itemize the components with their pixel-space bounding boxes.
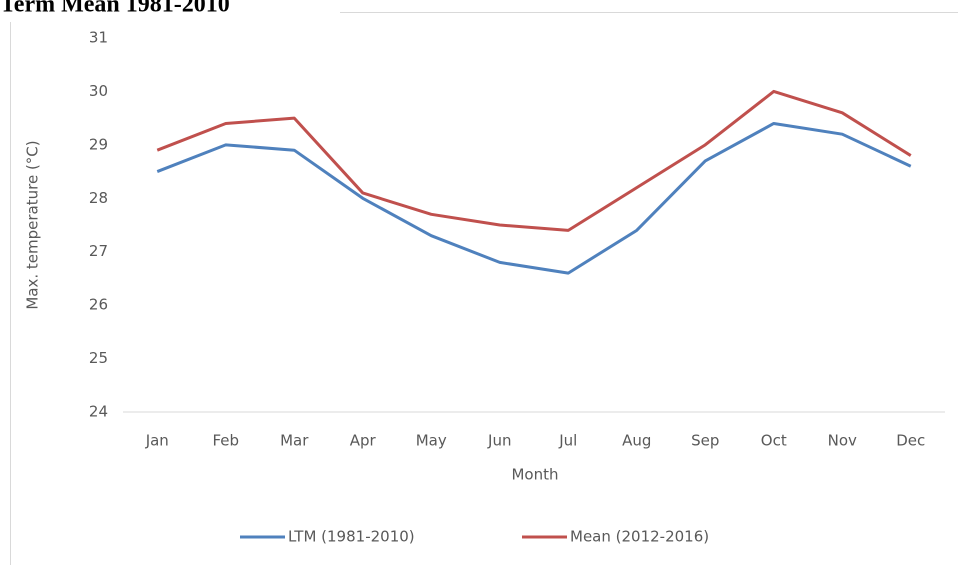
y-tick-label: 25 <box>89 349 108 367</box>
legend-label: Mean (2012-2016) <box>570 528 709 546</box>
x-tick-label: Aug <box>622 432 651 450</box>
x-tick-label: Feb <box>212 432 239 450</box>
x-tick-label: Oct <box>761 432 787 450</box>
chart-frame <box>10 12 958 565</box>
y-tick-label: 31 <box>89 29 108 47</box>
y-axis-label: Max. temperature (°C) <box>24 140 42 309</box>
chart-title: Term Mean 1981-2010 <box>0 0 230 18</box>
y-tick-label: 30 <box>89 82 108 100</box>
title-backdrop <box>0 0 340 22</box>
legend-label: LTM (1981-2010) <box>288 528 415 546</box>
x-tick-label: Mar <box>280 432 309 450</box>
x-tick-label: Jun <box>487 432 511 450</box>
x-tick-label: Jan <box>145 432 169 450</box>
x-tick-label: May <box>416 432 447 450</box>
x-tick-label: Jul <box>558 432 577 450</box>
line-series <box>156 121 912 275</box>
y-tick-label: 27 <box>89 242 108 260</box>
y-tick-label: 24 <box>89 403 108 421</box>
y-tick-label: 28 <box>89 189 108 207</box>
y-tick-label: 29 <box>89 135 108 153</box>
x-tick-label: Nov <box>828 432 857 450</box>
line-series <box>156 89 912 232</box>
x-tick-label: Dec <box>896 432 925 450</box>
y-tick-label: 26 <box>89 296 108 314</box>
x-axis-label: Month <box>511 466 558 484</box>
x-tick-label: Apr <box>350 432 377 450</box>
x-tick-label: Sep <box>691 432 719 450</box>
